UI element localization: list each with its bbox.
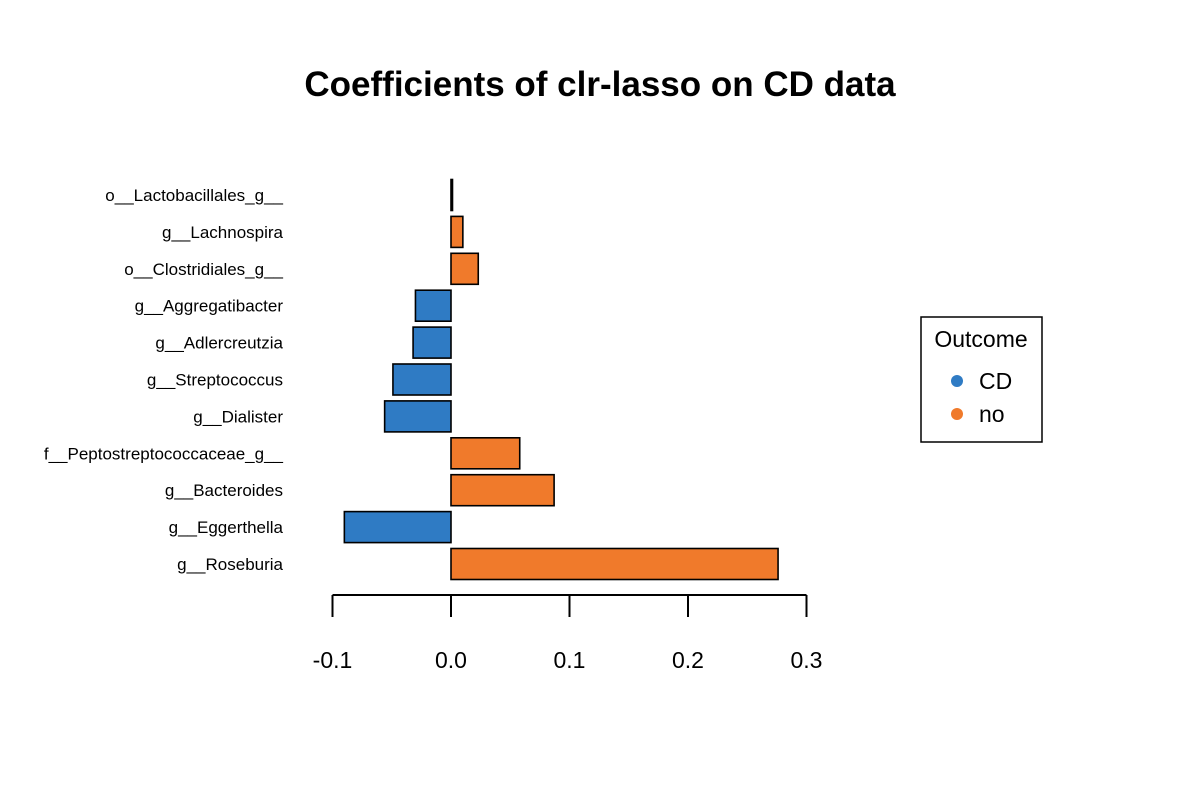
legend-marker [951, 375, 963, 387]
bar [450, 547, 779, 581]
legend-label: no [979, 401, 1005, 427]
bar [450, 215, 464, 249]
x-tick-label: 0.0 [435, 647, 467, 673]
bar [450, 252, 480, 286]
x-axis: -0.1 0.0 0.1 0.2 0.3 [313, 594, 823, 673]
legend: Outcome CD no [920, 316, 1043, 443]
bars [343, 178, 779, 581]
bar [450, 473, 555, 507]
bar [450, 436, 521, 470]
category-label: o__Clostridiales_g__ [124, 260, 283, 279]
category-label: g__Streptococcus [147, 371, 283, 390]
x-tick-label: 0.2 [672, 647, 704, 673]
category-label: o__Lactobacillales_g__ [105, 186, 283, 205]
bar [450, 178, 454, 212]
chart-title: Coefficients of clr-lasso on CD data [304, 65, 896, 104]
x-tick-label: 0.1 [554, 647, 586, 673]
category-label: g__Dialister [193, 407, 283, 426]
x-tick-label: 0.3 [791, 647, 823, 673]
category-label: g__Aggregatibacter [135, 297, 284, 316]
legend-box [920, 316, 1043, 443]
bar [414, 289, 452, 323]
category-label: g__Adlercreutzia [155, 334, 283, 353]
bar [412, 326, 452, 359]
category-label: g__Roseburia [177, 555, 283, 574]
bar [383, 400, 452, 433]
legend-title: Outcome [934, 326, 1027, 352]
bar [343, 510, 452, 544]
category-label: g__Eggerthella [169, 518, 284, 537]
x-tick-label: -0.1 [313, 647, 353, 673]
category-labels: o__Lactobacillales_g__ g__Lachnospira o__C… [44, 186, 284, 574]
category-label: f__Peptostreptococcaceae_g__ [44, 444, 284, 463]
legend-marker [951, 408, 963, 420]
category-label: g__Bacteroides [165, 481, 283, 500]
category-label: g__Lachnospira [162, 223, 284, 242]
legend-label: CD [979, 368, 1012, 394]
bar [392, 363, 452, 396]
